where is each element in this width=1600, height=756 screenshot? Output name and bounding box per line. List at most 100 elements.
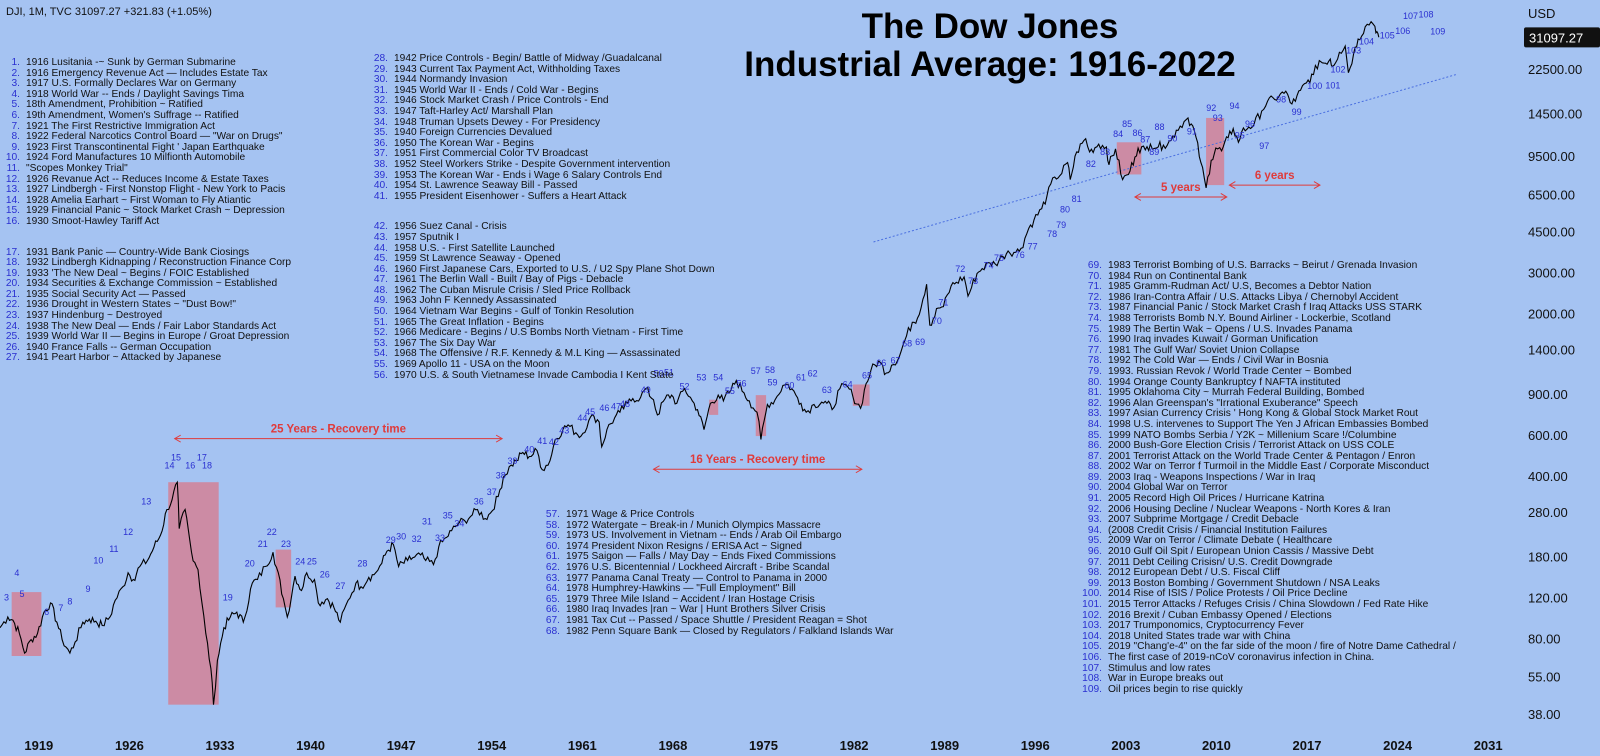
event-number: 42. — [373, 221, 388, 233]
event-point-label: 42 — [549, 437, 559, 447]
event-number: 59. — [545, 530, 560, 542]
event-text: 1956 Suez Canal - Crisis — [394, 221, 507, 233]
event-text: Stimulus and low rates — [1108, 662, 1211, 674]
event-point-label: 35 — [443, 511, 453, 521]
event-point-label: 33 — [435, 533, 445, 543]
event-number: 62. — [545, 561, 560, 573]
event-text: 1999 NATO Bombs Serbia / Y2K ~ Millenium… — [1108, 429, 1397, 441]
event-item: 8. 1922 Federal Narcotics Control Board —… — [0, 132, 291, 143]
arrow-head-left — [1228, 181, 1236, 190]
event-text: 1975 Saigon — Falls / May Day ~ Ends Fix… — [566, 551, 836, 563]
event-number: 82. — [1087, 397, 1102, 409]
event-number: 70. — [1087, 270, 1102, 282]
event-point-label: 15 — [171, 453, 181, 463]
event-point-label: 8 — [67, 597, 72, 607]
event-item: 25. 1939 World War II — Begins in Europe … — [0, 332, 291, 343]
event-text: 1996 Alan Greenspan's "Irrational Exuber… — [1108, 397, 1358, 409]
event-text: 2000 Bush-Gore Election Crisis / Terrori… — [1108, 440, 1395, 452]
event-item: 101. 2015 Terror Attacks / Refuges Crisis… — [1082, 599, 1456, 611]
event-item: 1. 1916 Lusitania -~ Sunk by German Subma… — [0, 57, 291, 69]
event-point-label: 38 — [496, 470, 506, 480]
event-item: 79. 1993. Russian Revok / World Trade Cen… — [1082, 365, 1456, 378]
event-text: 1980 Iraq Invades |ran ~ War | Hunt Brot… — [566, 604, 826, 616]
event-number: 51. — [373, 316, 388, 328]
event-number: 87. — [1087, 450, 1102, 462]
event-number: 10. — [5, 152, 20, 164]
event-point-label: 66 — [876, 358, 886, 368]
event-text: 1940 France Falls -- German Occupation — [26, 341, 212, 353]
event-number: 11. — [6, 162, 20, 174]
event-number: 55. — [373, 359, 388, 371]
event-point-label: 101 — [1325, 81, 1340, 91]
event-point-label: 103 — [1346, 45, 1361, 55]
event-point-label: 11 — [109, 544, 118, 554]
event-text: 1957 Sputnik I — [394, 231, 460, 243]
event-number: 100. — [1082, 588, 1102, 600]
event-text: 1972 Watergate ~ Break-in / Munich Olymp… — [566, 519, 821, 531]
event-point-label: 68 — [902, 338, 912, 348]
event-point-label: 61 — [796, 373, 806, 383]
event-text: 2003 Iraq - Weapons Inspections / War in… — [1108, 471, 1316, 483]
event-item: 36. 1950 The Korean War - Begins — [368, 138, 715, 150]
event-text: 1965 The Great Inflation - Begins — [394, 316, 544, 328]
event-text: War in Europe breaks out — [1108, 673, 1224, 685]
event-item: 51. 1965 The Great Inflation - Begins — [368, 316, 715, 329]
event-number: 52. — [373, 327, 388, 339]
event-number: 4. — [11, 88, 21, 100]
event-item: 5. 18th Amendment, Prohibition ~ Ratified — [0, 100, 291, 111]
event-item: 15. 1929 Financial Panic ~ Stock Market C… — [0, 206, 291, 217]
event-text: 1961 The Berlin Wall - Built / Bay of Pi… — [394, 274, 624, 286]
event-text: 2004 Global War on Terror — [1108, 482, 1228, 494]
event-text: 1997 Asian Currency Crisis ' Hong Kong &… — [1108, 408, 1418, 420]
event-number: 45. — [373, 253, 388, 265]
event-number: 35. — [373, 127, 388, 139]
event-point-label: 25 — [307, 557, 317, 567]
event-number: 95. — [1087, 535, 1102, 547]
recovery-label: 6 years — [1255, 170, 1295, 182]
event-item: 11. "Scopes Monkey Trial" — [0, 162, 291, 175]
event-item: 99. 2013 Boston Bombing / Government Shut… — [1082, 578, 1456, 590]
event-text: 1994 Orange County Bankruptcy f NAFTA in… — [1108, 376, 1341, 388]
event-point-label: 74 — [984, 261, 994, 271]
event-item: 48. 1962 The Cuban Misrule Crisis / Sled … — [368, 285, 715, 297]
x-tick-label: 1940 — [296, 738, 325, 753]
event-text: 1916 Lusitania -~ Sunk by German Submari… — [26, 57, 236, 68]
event-text: 1933 'The New Deal ~ Begins / FOIC Estab… — [26, 267, 250, 279]
event-item: 94. (2008 Credit Crisis / Financial Insti… — [1082, 524, 1456, 537]
event-number: 74. — [1087, 312, 1102, 324]
event-text: (2008 Credit Crisis / Financial Institut… — [1108, 524, 1328, 536]
event-number: 65. — [545, 593, 560, 605]
event-item: 77. 1981 The Gulf War/ Soviet Union Colla… — [1082, 345, 1456, 357]
event-item: 23. 1937 Hindenburg ~ Destroyed — [0, 310, 291, 322]
y-tick-label: 120.00 — [1528, 591, 1568, 606]
event-point-label: 14 — [165, 461, 175, 471]
event-point-label: 84 — [1113, 129, 1123, 139]
y-tick-label: 400.00 — [1528, 469, 1568, 484]
y-tick-label: 900.00 — [1528, 387, 1568, 402]
event-text: 1958 U.S. - First Satellite Launched — [394, 242, 555, 254]
y-tick-label: 4500.00 — [1528, 225, 1575, 240]
y-axis: USD 22500.00 14500.00 9500.00 6500.00 4500.00… — [1524, 6, 1600, 722]
event-text: 1928 Amelia Earhart ~ First Woman to Fly… — [26, 194, 251, 206]
ticker-info: DJI, 1M, TVC 31097.27 +321.83 (+1.05%) — [6, 6, 212, 18]
x-tick-label: 1954 — [477, 738, 507, 753]
event-text: 1963 John F Kennedy Assassinated — [394, 295, 557, 307]
event-item: 13. 1927 Lindbergh - First Nonstop Flight… — [0, 185, 291, 196]
recovery-label: 5 years — [1161, 182, 1201, 194]
event-item: 30. 1944 Normandy Invasion — [368, 75, 715, 86]
event-point-label: 23 — [281, 539, 291, 549]
y-tick-label: 3000.00 — [1528, 266, 1575, 281]
event-text: 1993. Russian Revok / World Trade Center… — [1108, 365, 1352, 377]
event-text: 2009 War on Terror / Climate Debate ( He… — [1108, 535, 1333, 547]
event-text: 2014 Rise of ISIS / Police Protests / Oi… — [1108, 588, 1348, 600]
event-number: 98. — [1087, 567, 1102, 579]
event-item: 47. 1961 The Berlin Wall - Built / Bay of… — [368, 275, 715, 286]
event-text: 2012 European Debt / U.S. Fiscal Cliff — [1108, 567, 1280, 579]
event-point-label: 93 — [1213, 113, 1223, 123]
event-item: 44. 1958 U.S. - First Satellite Launched — [368, 242, 715, 255]
event-point-label: 108 — [1419, 10, 1434, 20]
event-text: 1940 Foreign Currencies Devalued — [394, 127, 552, 139]
event-item: 76. 1990 Iraq invades Kuwait / Gorman Uni… — [1082, 335, 1456, 346]
event-number: 90. — [1087, 482, 1102, 494]
event-item: 73. 1987 Financial Panic / Stock Market C… — [1082, 303, 1456, 314]
